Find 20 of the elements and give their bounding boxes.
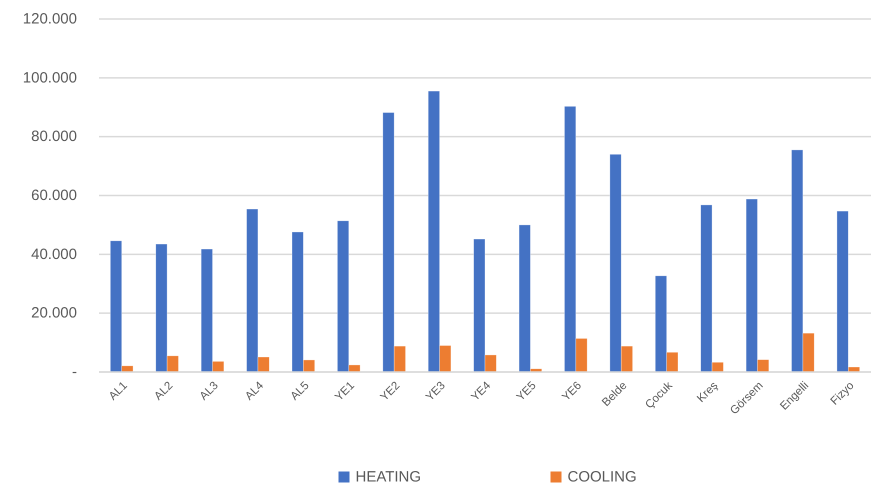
x-tick-label: YE5	[514, 380, 539, 404]
x-tick-label: AL4	[243, 379, 267, 403]
x-tick-label: AL3	[198, 380, 221, 403]
y-tick-label: 20.000	[31, 304, 77, 322]
x-tick-label: YE4	[469, 379, 494, 404]
x-tick-label: AL1	[106, 380, 130, 403]
legend-label: HEATING	[356, 468, 422, 486]
x-tick-label: YE2	[378, 380, 402, 404]
x-tick-label: AL2	[152, 380, 176, 403]
x-tick-label: YE1	[333, 380, 358, 404]
y-tick-label: 40.000	[31, 246, 77, 263]
y-tick-label: 100.000	[22, 69, 77, 86]
x-tick-label: YE3	[424, 380, 448, 404]
legend-label: COOLING	[568, 468, 637, 486]
y-tick-label: 80.000	[31, 128, 77, 146]
y-tick-label: 60.000	[31, 187, 77, 204]
y-tick-label: -	[72, 364, 77, 380]
y-tick-label: 120.000	[22, 10, 77, 28]
x-tick-label: AL5	[288, 380, 312, 403]
x-tick-label: YE6	[560, 380, 584, 404]
